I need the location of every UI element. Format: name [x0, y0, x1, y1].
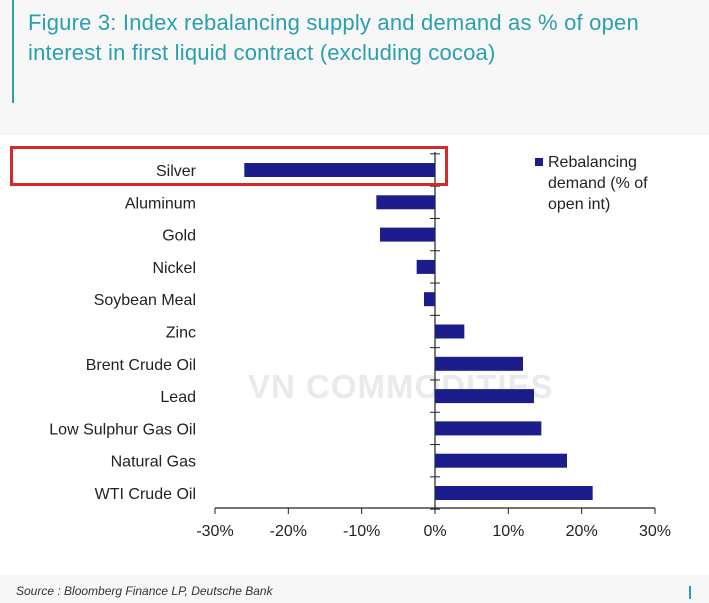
bar: [435, 356, 523, 371]
category-label: Low Sulphur Gas Oil: [49, 421, 196, 438]
x-tick-label: 10%: [492, 523, 524, 540]
legend-label: open int): [548, 196, 610, 213]
chart-title: Figure 3: Index rebalancing supply and d…: [28, 10, 639, 65]
category-label: Soybean Meal: [94, 292, 196, 309]
x-tick-label: 0%: [423, 523, 446, 540]
x-tick-label: 20%: [566, 523, 598, 540]
bar: [435, 324, 465, 339]
bar: [435, 486, 593, 500]
bar: [380, 227, 435, 242]
category-label: Aluminum: [125, 195, 196, 212]
x-tick-label: -20%: [270, 523, 307, 540]
chart-area: [0, 135, 709, 575]
legend-label: demand (% of: [548, 175, 648, 192]
highlight-box-silver: [10, 146, 448, 186]
bar: [435, 453, 567, 468]
category-label: Nickel: [152, 260, 196, 277]
category-label: Lead: [160, 389, 196, 406]
x-tick-label: -10%: [343, 523, 380, 540]
category-label: WTI Crude Oil: [95, 486, 196, 503]
footer-accent: [689, 586, 691, 599]
bar: [435, 421, 542, 436]
category-label: Gold: [162, 228, 196, 245]
legend-swatch: [535, 158, 543, 166]
category-label: Zinc: [166, 325, 196, 342]
bar: [424, 292, 435, 307]
bar: [435, 389, 534, 404]
x-tick-label: -30%: [196, 523, 233, 540]
bar: [416, 259, 435, 274]
category-label: Natural Gas: [111, 454, 196, 471]
title-accent-bar: [12, 0, 14, 103]
bar: [244, 163, 435, 177]
x-tick-label: 30%: [639, 523, 671, 540]
source-note: Source : Bloomberg Finance LP, Deutsche …: [16, 584, 273, 598]
category-label: Silver: [156, 163, 197, 180]
bar: [376, 195, 435, 210]
legend-label: Rebalancing: [548, 154, 637, 171]
category-label: Brent Crude Oil: [86, 357, 196, 374]
